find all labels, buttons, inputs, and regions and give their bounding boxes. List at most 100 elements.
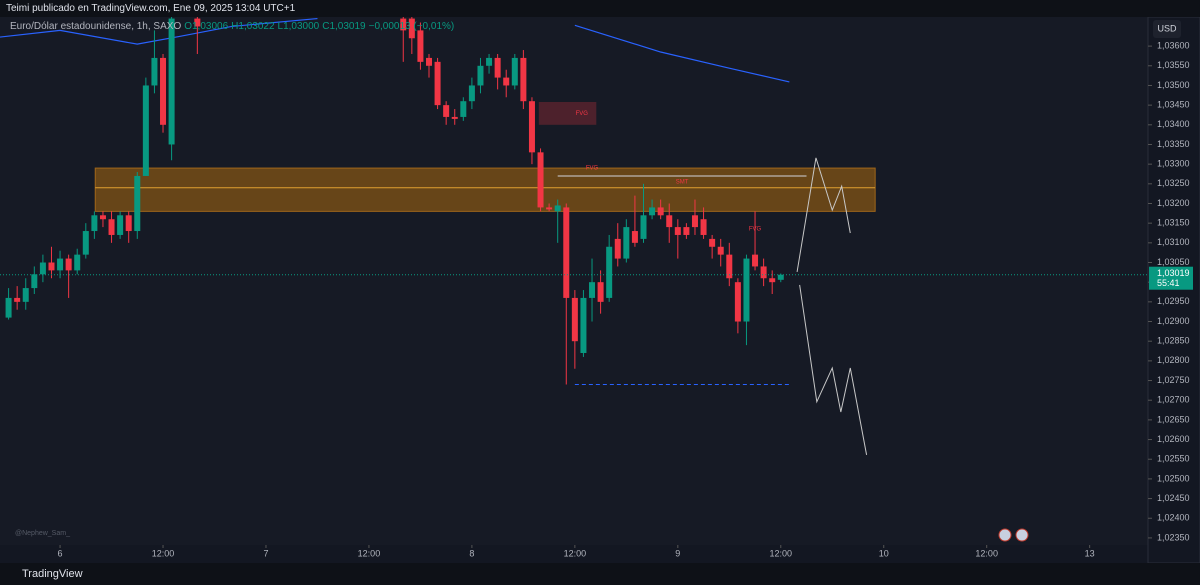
y-tick-label: 1,03400 bbox=[1157, 119, 1190, 129]
candle-body bbox=[674, 227, 681, 235]
candle-body bbox=[760, 266, 767, 279]
ohlc: H1,03022 bbox=[231, 21, 275, 32]
x-tick-label: 9 bbox=[675, 548, 680, 558]
y-tick-label: 1,02750 bbox=[1157, 375, 1190, 385]
plot: FVGFVGSMTFVG bbox=[0, 17, 1148, 455]
candle-body bbox=[117, 215, 124, 235]
y-tick-label: 1,02500 bbox=[1157, 473, 1190, 483]
header: Teimi publicado en TradingView.com, Ene … bbox=[0, 0, 1200, 17]
watermark: @Nephew_Sam_ bbox=[15, 530, 70, 537]
countdown: 55:41 bbox=[1157, 278, 1180, 288]
candle-body bbox=[477, 65, 484, 86]
flag-icon[interactable] bbox=[998, 528, 1012, 542]
axes: 1,02350 1,02400 1,02450 1,02500 1,02550 1,026… bbox=[15, 40, 1193, 558]
brand: TradingView bbox=[22, 568, 83, 580]
x-tick-label: 8 bbox=[469, 548, 474, 558]
candle-body bbox=[408, 18, 415, 39]
y-tick-label: 1,03450 bbox=[1157, 100, 1190, 110]
candle-body bbox=[606, 246, 613, 298]
candle-body bbox=[666, 215, 673, 228]
candle-body bbox=[82, 231, 89, 255]
y-tick-label: 1,03200 bbox=[1157, 198, 1190, 208]
candle-body bbox=[563, 207, 570, 298]
candle-body bbox=[649, 207, 656, 216]
y-tick-label: 1,02900 bbox=[1157, 316, 1190, 326]
candle-body bbox=[65, 258, 72, 271]
y-tick-label: 1,02850 bbox=[1157, 336, 1190, 346]
candle-body bbox=[511, 57, 518, 86]
ohlc: O1,03006 bbox=[184, 21, 229, 32]
candle-body bbox=[709, 238, 716, 247]
y-tick-label: 1,02450 bbox=[1157, 493, 1190, 503]
candle-body bbox=[39, 262, 46, 275]
candle-body bbox=[460, 101, 467, 117]
y-tick-label: 1,02400 bbox=[1157, 513, 1190, 523]
price-axis bbox=[1147, 16, 1200, 563]
candle-body bbox=[640, 215, 647, 239]
plot-area bbox=[0, 17, 1148, 545]
x-tick-label: 12:00 bbox=[152, 548, 175, 558]
zone bbox=[94, 167, 876, 212]
candle-body bbox=[777, 274, 784, 280]
candle-body bbox=[400, 18, 407, 31]
symbol: Euro/Dólar estadounidense, 1h, SAXO bbox=[10, 21, 182, 32]
candle-body bbox=[168, 18, 175, 145]
candle-body bbox=[5, 297, 12, 318]
ohlc: C1,03019 bbox=[322, 21, 366, 32]
projection bbox=[796, 157, 851, 273]
candle-body bbox=[546, 207, 553, 210]
change: −0,00013 (−0,01%) bbox=[368, 21, 455, 32]
candle-body bbox=[99, 215, 106, 220]
candle-body bbox=[443, 105, 450, 117]
legend: Euro/Dólar estadounidense, 1h, SAXO O1,0… bbox=[10, 21, 454, 32]
y-tick-label: 1,02350 bbox=[1157, 532, 1190, 542]
candle-body bbox=[468, 85, 475, 102]
candle-body bbox=[451, 116, 458, 119]
last-price-box bbox=[1149, 266, 1193, 290]
candle-body bbox=[57, 258, 64, 271]
y-tick-label: 1,02950 bbox=[1157, 296, 1190, 306]
candle-body bbox=[194, 18, 201, 27]
candle-body bbox=[700, 219, 707, 235]
candle-body bbox=[631, 231, 638, 243]
y-tick-label: 1,03550 bbox=[1157, 60, 1190, 70]
candle-body bbox=[683, 227, 690, 235]
candle-body bbox=[537, 152, 544, 208]
candle-body bbox=[623, 227, 630, 259]
candle-body bbox=[769, 278, 776, 283]
candle-body bbox=[417, 30, 424, 62]
candle-body bbox=[151, 57, 158, 86]
x-tick-label: 12:00 bbox=[975, 548, 998, 558]
y-tick-label: 1,03600 bbox=[1157, 40, 1190, 50]
last-price: 1,03019 bbox=[1157, 268, 1190, 278]
x-tick-label: 12:00 bbox=[770, 548, 793, 558]
candle-body bbox=[14, 297, 21, 302]
candle-body bbox=[48, 262, 55, 271]
candle-body bbox=[108, 219, 115, 235]
flag-icon[interactable] bbox=[1015, 528, 1029, 542]
candle-body bbox=[734, 282, 741, 322]
y-tick-label: 1,03150 bbox=[1157, 218, 1190, 228]
fvg-label: FVG bbox=[576, 111, 589, 117]
candle-body bbox=[528, 101, 535, 153]
candle-body bbox=[554, 205, 561, 212]
candle-body bbox=[22, 288, 29, 302]
y-tick-label: 1,03300 bbox=[1157, 159, 1190, 169]
y-tick-label: 1,03350 bbox=[1157, 139, 1190, 149]
candle-body bbox=[752, 254, 759, 267]
y-tick-label: 1,02700 bbox=[1157, 395, 1190, 405]
y-tick-label: 1,03050 bbox=[1157, 257, 1190, 267]
projection bbox=[799, 284, 868, 455]
annotation: FVG bbox=[586, 166, 599, 172]
x-tick-label: 10 bbox=[879, 548, 889, 558]
candle-body bbox=[657, 207, 664, 216]
y-tick-label: 1,02650 bbox=[1157, 414, 1190, 424]
candle-body bbox=[134, 175, 141, 232]
candle-body bbox=[486, 57, 493, 66]
candle-body bbox=[160, 57, 167, 125]
y-tick-label: 1,02600 bbox=[1157, 434, 1190, 444]
candle-body bbox=[580, 297, 587, 353]
annotation: SMT bbox=[676, 179, 689, 185]
ohlc: L1,03000 bbox=[277, 21, 320, 32]
